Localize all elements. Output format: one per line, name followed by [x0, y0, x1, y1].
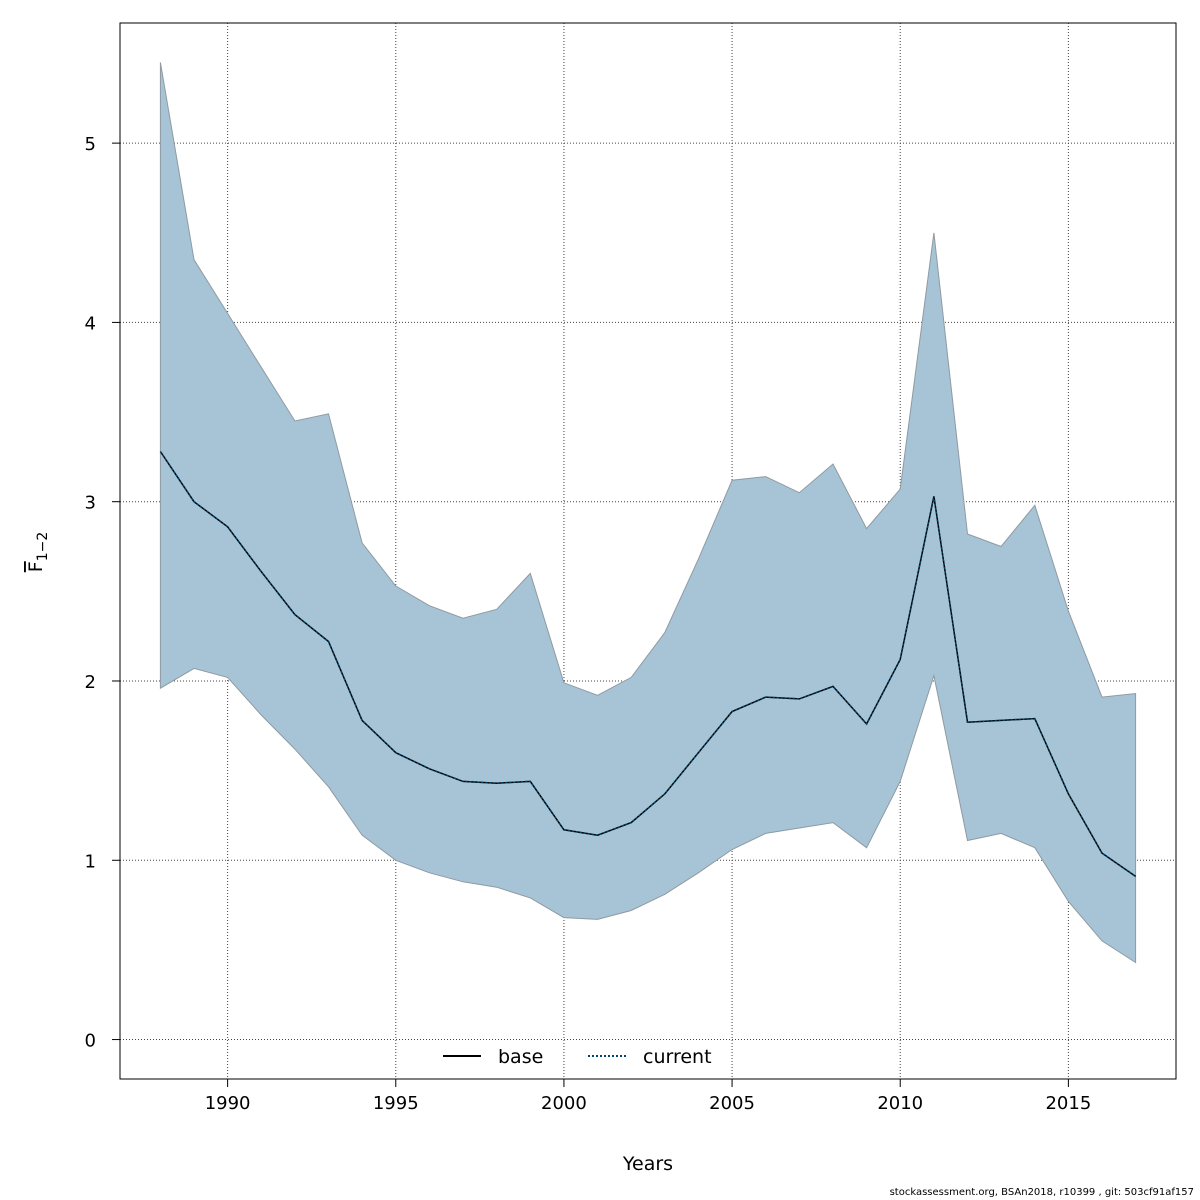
footer-note: stockassessment.org, BSAn2018, r10399 , … — [889, 1187, 1194, 1198]
x-tick-label: 2005 — [709, 1093, 755, 1114]
confidence-band-area — [159, 62, 1137, 964]
y-tick-label: 1 — [85, 851, 96, 872]
y-axis-title: F1−2 — [25, 532, 51, 572]
y-tick-label: 2 — [85, 672, 96, 693]
x-tick-label: 2010 — [877, 1093, 923, 1114]
y-tick-label: 3 — [85, 493, 96, 514]
series-lines — [159, 451, 1137, 878]
svg-text:F1−2: F1−2 — [25, 532, 51, 572]
y-axis-title-main: F — [25, 561, 47, 572]
y-tick-label: 0 — [85, 1031, 96, 1052]
series-line-current — [159, 451, 1137, 878]
y-axis: 0 1 2 3 4 5 — [85, 134, 121, 1052]
legend-label-base: base — [498, 1046, 543, 1068]
x-axis: 1990 1995 2000 2005 2010 2015 — [205, 1078, 1091, 1114]
x-axis-title: Years — [622, 1153, 673, 1175]
x-tick-label: 2000 — [541, 1093, 587, 1114]
x-tick-label: 1995 — [373, 1093, 419, 1114]
x-tick-label: 2015 — [1045, 1093, 1091, 1114]
x-tick-label: 1990 — [205, 1093, 251, 1114]
y-tick-label: 5 — [85, 134, 96, 155]
legend-label-current: current — [643, 1046, 712, 1068]
legend: base current — [443, 1046, 712, 1068]
y-tick-label: 4 — [85, 313, 96, 334]
confidence-band — [159, 62, 1137, 964]
y-axis-title-subscript: 1−2 — [35, 532, 51, 562]
